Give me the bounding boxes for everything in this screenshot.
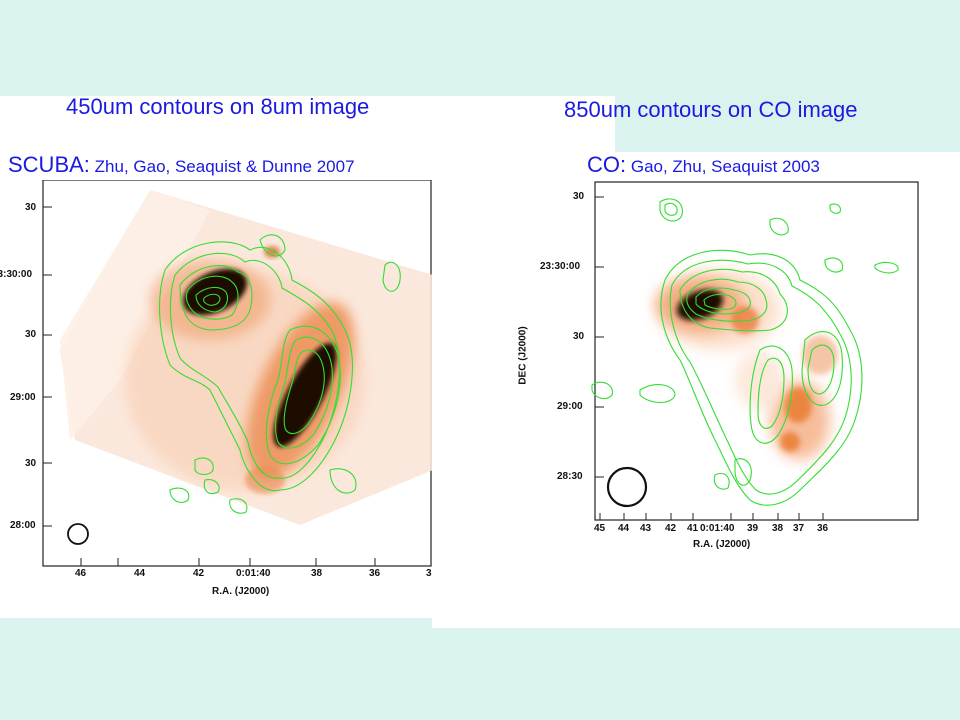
right-credit: CO: Gao, Zhu, Seaquist 2003 <box>587 152 820 178</box>
left-ytick-5: 28:00 <box>10 520 36 531</box>
right-beam-circle <box>606 466 648 508</box>
left-credit-authors: Zhu, Gao, Seaquist & Dunne 2007 <box>89 157 355 176</box>
left-credit: SCUBA: Zhu, Gao, Seaquist & Dunne 2007 <box>8 152 355 178</box>
left-ytick-0: 30 <box>25 202 37 213</box>
left-450um-contours <box>159 234 401 514</box>
left-xtick-4: 38 <box>311 568 323 579</box>
right-xtick-1: 44 <box>618 523 630 534</box>
left-8um-image <box>60 190 432 525</box>
left-ytick-1: 23:30:00 <box>0 269 33 280</box>
right-x-axis-label: R.A. (J2000) <box>693 539 751 550</box>
right-image-svg <box>591 181 919 521</box>
right-xtick-7: 38 <box>772 523 784 534</box>
right-ytick-3: 29:00 <box>557 401 583 412</box>
right-co-image <box>655 270 838 460</box>
left-image-svg <box>42 180 432 567</box>
left-xtick-5: 36 <box>369 568 381 579</box>
left-credit-instrument: SCUBA: <box>8 152 90 177</box>
left-beam-circle <box>67 523 89 545</box>
right-ytick-0: 30 <box>573 191 585 202</box>
left-ytick-4: 30 <box>25 458 37 469</box>
right-xtick-2: 43 <box>640 523 652 534</box>
left-ytick-3: 29:00 <box>10 392 36 403</box>
right-xtick-8: 37 <box>793 523 805 534</box>
right-ytick-2: 30 <box>573 331 585 342</box>
right-xtick-0: 45 <box>594 523 606 534</box>
right-xtick-5: 0:01:40 <box>700 523 735 534</box>
left-xtick-1: 44 <box>134 568 146 579</box>
right-ytick-4: 28:30 <box>557 471 583 482</box>
right-xtick-4: 41 <box>687 523 699 534</box>
left-ytick-2: 30 <box>25 329 37 340</box>
right-xtick-9: 36 <box>817 523 829 534</box>
right-ytick-1: 23:30:00 <box>540 261 581 272</box>
left-title: 450um contours on 8um image <box>66 94 370 119</box>
right-credit-authors: Gao, Zhu, Seaquist 2003 <box>626 157 820 176</box>
right-xtick-3: 42 <box>665 523 677 534</box>
right-y-axis-label: DEC (J2000) <box>517 326 529 385</box>
left-xtick-6: 3 <box>426 568 432 579</box>
right-title: 850um contours on CO image <box>564 97 858 122</box>
right-credit-instrument: CO: <box>587 152 627 177</box>
left-xtick-2: 42 <box>193 568 205 579</box>
left-xtick-0: 46 <box>75 568 87 579</box>
left-x-axis-label: R.A. (J2000) <box>212 586 270 597</box>
right-850um-contours <box>591 198 899 506</box>
background-patch <box>615 96 960 152</box>
right-xtick-6: 39 <box>747 523 759 534</box>
left-xtick-3: 0:01:40 <box>236 568 271 579</box>
